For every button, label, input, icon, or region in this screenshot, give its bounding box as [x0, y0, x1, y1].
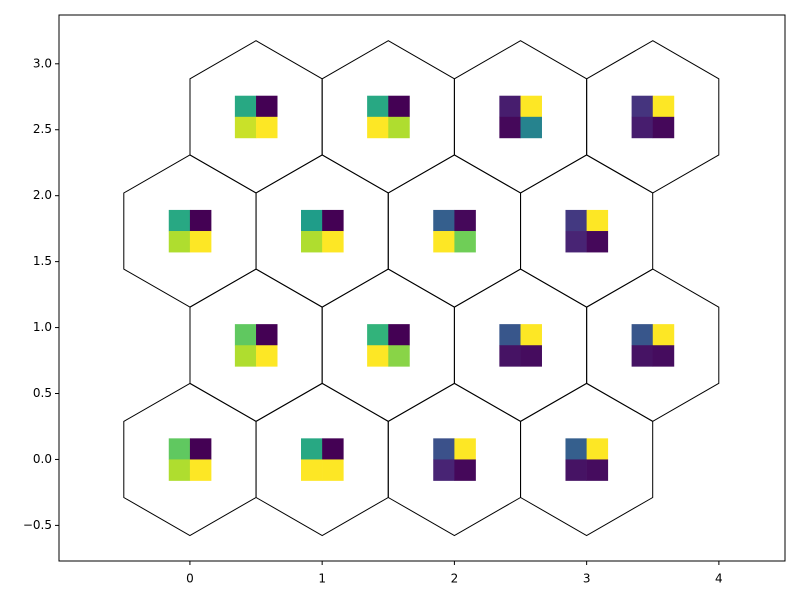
heatmap-cell: [565, 231, 587, 253]
heatmap-cell: [301, 438, 323, 460]
heatmap-cell: [499, 324, 521, 346]
heatmap-cell: [499, 345, 521, 367]
heatmap-cell: [189, 231, 212, 253]
heatmap-cell: [586, 209, 609, 232]
heatmap-cell: [520, 345, 542, 367]
heatmap-cell: [499, 95, 521, 118]
heatmap-cell: [586, 231, 609, 253]
heatmap-cell: [499, 116, 521, 139]
heatmap-cell: [189, 209, 212, 232]
heatmap-cell: [234, 95, 257, 118]
heatmap-cell: [322, 209, 344, 232]
heatmap-cell: [586, 438, 609, 460]
heatmap-cell: [234, 345, 257, 367]
heatmap-cell: [631, 324, 654, 346]
heatmap-cell: [256, 116, 278, 139]
heatmap-cell: [168, 209, 191, 232]
heatmap-cell: [168, 459, 191, 481]
y-tick-label: 2.0: [33, 188, 52, 202]
heatmap-cell: [433, 231, 455, 253]
heatmap-cell: [168, 231, 191, 253]
y-tick-label: −0.5: [23, 518, 52, 532]
y-tick-label: 3.0: [33, 56, 52, 70]
heatmap-cell: [454, 231, 476, 253]
heatmap-cell: [367, 95, 389, 118]
y-tick-label: 0.5: [33, 386, 52, 400]
heatmap-cell: [631, 345, 654, 367]
heatmap-cell: [565, 209, 587, 232]
heatmap-cell: [301, 209, 323, 232]
heatmap-cell: [234, 116, 257, 139]
y-tick-label: 1.0: [33, 320, 52, 334]
heatmap-cell: [234, 324, 257, 346]
x-tick-label: 4: [715, 572, 723, 586]
heatmap-cell: [652, 116, 675, 139]
heatmap-cell: [433, 438, 455, 460]
heatmap-cell: [388, 324, 410, 346]
heatmap-cell: [322, 438, 344, 460]
heatmap-cell: [454, 438, 476, 460]
heatmap-cell: [631, 95, 654, 118]
heatmap-cell: [256, 345, 278, 367]
heatmap-cell: [652, 345, 675, 367]
heatmap-cell: [454, 209, 476, 232]
heatmap-cell: [256, 95, 278, 118]
heatmap-cell: [189, 459, 212, 481]
heatmap-cell: [322, 231, 344, 253]
heatmap-cell: [520, 95, 542, 118]
heatmap-cell: [586, 459, 609, 481]
x-tick-label: 2: [451, 572, 459, 586]
heatmap-cell: [189, 438, 212, 460]
heatmap-cell: [388, 116, 410, 139]
heatmap-cell: [367, 116, 389, 139]
x-tick-label: 0: [186, 572, 194, 586]
heatmap-cell: [520, 324, 542, 346]
heatmap-cell: [301, 459, 323, 481]
heatmap-cell: [631, 116, 654, 139]
axes-frame: [58, 14, 786, 562]
heatmap-cell: [256, 324, 278, 346]
y-tick-label: 2.5: [33, 122, 52, 136]
heatmap-cell: [565, 459, 587, 481]
heatmap-cell: [652, 324, 675, 346]
heatmap-cell: [520, 116, 542, 139]
heatmap-cell: [168, 438, 191, 460]
heatmap-cell: [322, 459, 344, 481]
heatmap-cell: [388, 95, 410, 118]
heatmap-cell: [454, 459, 476, 481]
y-tick-label: 1.5: [33, 254, 52, 268]
heatmap-cell: [388, 345, 410, 367]
heatmap-cell: [433, 459, 455, 481]
heatmap-cell: [652, 95, 675, 118]
heatmap-cell: [565, 438, 587, 460]
heatmap-cell: [367, 345, 389, 367]
heatmap-cell: [367, 324, 389, 346]
x-tick-label: 1: [318, 572, 326, 586]
x-tick-label: 3: [583, 572, 591, 586]
heatmap-cell: [433, 209, 455, 232]
heatmap-cell: [301, 231, 323, 253]
hexagon: [586, 40, 720, 194]
y-tick-label: 0.0: [33, 452, 52, 466]
